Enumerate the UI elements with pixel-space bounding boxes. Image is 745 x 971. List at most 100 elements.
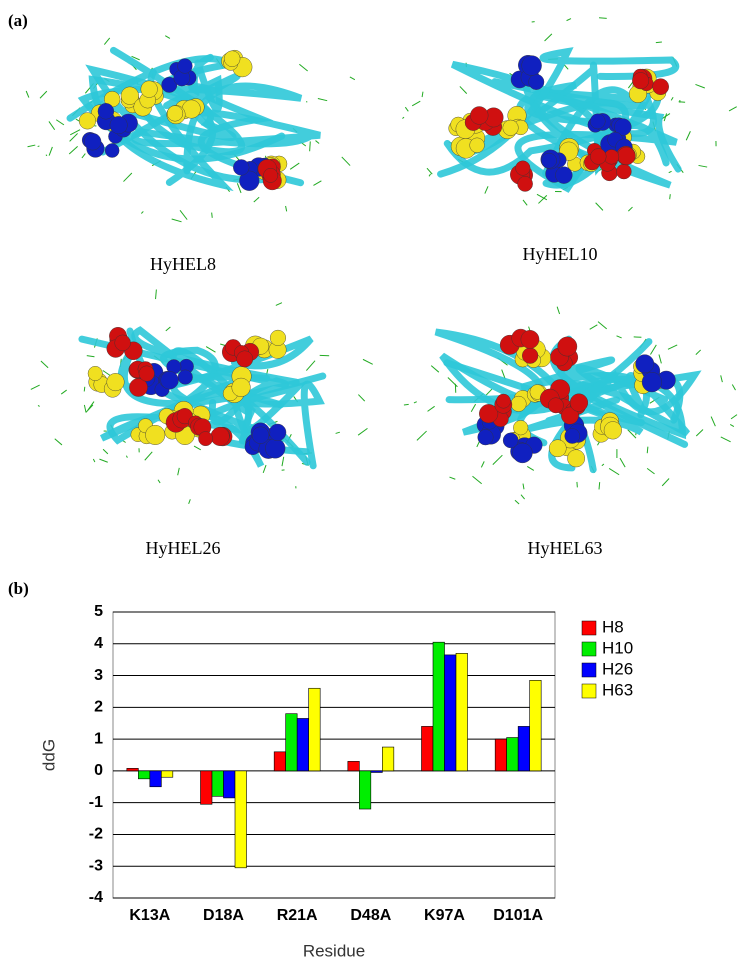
atom-sphere xyxy=(569,393,589,412)
side-chain xyxy=(601,463,605,467)
y-tick-label: -1 xyxy=(89,794,103,811)
atom-sphere xyxy=(541,152,557,169)
side-chain xyxy=(349,76,356,81)
atom-sphere xyxy=(617,146,636,166)
atom-sphere xyxy=(547,397,564,414)
side-chain xyxy=(667,344,678,350)
side-chain xyxy=(720,436,731,443)
side-chain xyxy=(720,375,723,383)
y-tick-label: 2 xyxy=(94,699,103,716)
side-chain xyxy=(362,358,373,365)
molecule xyxy=(30,289,373,504)
legend-label: H63 xyxy=(602,680,633,699)
side-chain xyxy=(335,431,341,434)
x-tick-label: K97A xyxy=(424,907,465,924)
side-chain xyxy=(527,466,535,471)
side-chain xyxy=(685,131,691,141)
side-chain xyxy=(421,91,424,98)
atom-sphere xyxy=(231,377,251,397)
bar xyxy=(517,726,530,772)
atom-sphere xyxy=(502,119,519,136)
atom-sphere xyxy=(84,133,102,151)
atom-sphere xyxy=(109,116,128,135)
side-chain xyxy=(730,414,738,420)
atom-sphere xyxy=(166,105,184,122)
side-chain xyxy=(140,211,144,214)
atom-sphere xyxy=(479,404,499,424)
side-chain xyxy=(102,448,109,455)
atom-sphere xyxy=(223,50,241,67)
atom-sphere xyxy=(616,163,632,180)
atom-sphere xyxy=(269,329,286,346)
atom-sphere xyxy=(632,72,650,90)
bar xyxy=(529,680,542,772)
atom-sphere xyxy=(555,166,573,184)
atom-sphere xyxy=(251,426,270,444)
bar xyxy=(149,770,162,788)
y-tick-label: -4 xyxy=(89,889,103,906)
side-chain xyxy=(670,97,674,101)
bar xyxy=(455,653,468,772)
atom-sphere xyxy=(177,369,193,385)
side-chain xyxy=(627,429,637,439)
side-chain xyxy=(289,162,300,170)
bar xyxy=(506,737,519,772)
side-chain xyxy=(564,64,569,70)
bar xyxy=(285,713,298,772)
bar xyxy=(421,726,434,772)
atom-sphere xyxy=(138,365,155,382)
atom-sphere xyxy=(97,103,115,120)
atom-sphere xyxy=(210,426,230,446)
bar xyxy=(161,770,174,778)
side-chain xyxy=(728,106,737,112)
side-chain xyxy=(299,63,308,72)
y-tick-label: -2 xyxy=(89,826,103,843)
molecule xyxy=(403,306,738,505)
side-chain xyxy=(669,194,671,200)
molecule xyxy=(25,35,356,223)
side-chain xyxy=(81,153,86,159)
side-chain xyxy=(589,324,598,330)
side-chain xyxy=(40,360,49,369)
atom-sphere xyxy=(515,160,531,176)
atom-sphere xyxy=(528,74,545,90)
side-chain xyxy=(485,388,493,396)
side-chain xyxy=(357,427,368,436)
atom-sphere xyxy=(522,347,539,364)
atom-sphere xyxy=(502,432,519,449)
side-chain xyxy=(731,384,736,391)
side-chain xyxy=(37,404,40,407)
atom-sphere xyxy=(521,55,542,76)
atom-sphere xyxy=(104,143,120,158)
atom-sphere xyxy=(603,421,622,440)
atom-sphere xyxy=(469,137,485,153)
side-chain xyxy=(668,170,672,174)
side-chain xyxy=(83,386,86,392)
atom-sphere xyxy=(160,371,179,390)
side-chain xyxy=(205,346,216,353)
side-chain xyxy=(193,445,201,451)
atom-sphere xyxy=(129,378,148,397)
y-tick-label: 4 xyxy=(94,635,103,652)
atom-sphere xyxy=(641,372,662,393)
side-chain xyxy=(695,429,704,437)
atom-sphere xyxy=(87,366,103,381)
side-chain xyxy=(655,41,662,44)
atom-sphere xyxy=(561,406,579,425)
side-chain xyxy=(411,100,421,107)
side-chain xyxy=(413,401,417,404)
atom-sphere xyxy=(198,431,213,447)
side-chain xyxy=(177,467,180,476)
atom-sphere xyxy=(161,76,178,93)
atom-sphere xyxy=(520,330,540,349)
molecule-images xyxy=(25,17,738,505)
image-caption: HyHEL63 xyxy=(528,538,603,558)
image-caption: HyHEL10 xyxy=(523,244,598,264)
side-chain xyxy=(695,349,702,356)
side-chain xyxy=(25,90,30,98)
side-chain xyxy=(447,377,458,388)
bar xyxy=(370,770,383,773)
side-chain xyxy=(144,451,153,461)
side-chain xyxy=(646,446,649,454)
